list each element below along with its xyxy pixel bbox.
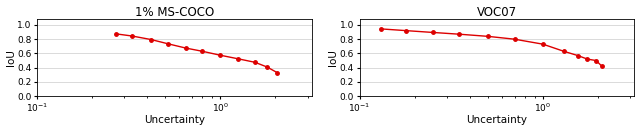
Y-axis label: IoU: IoU [6, 49, 15, 66]
Y-axis label: IoU: IoU [328, 49, 339, 66]
Title: VOC07: VOC07 [477, 6, 517, 19]
X-axis label: Uncertainty: Uncertainty [467, 115, 527, 125]
Title: 1% MS-COCO: 1% MS-COCO [134, 6, 214, 19]
X-axis label: Uncertainty: Uncertainty [144, 115, 205, 125]
